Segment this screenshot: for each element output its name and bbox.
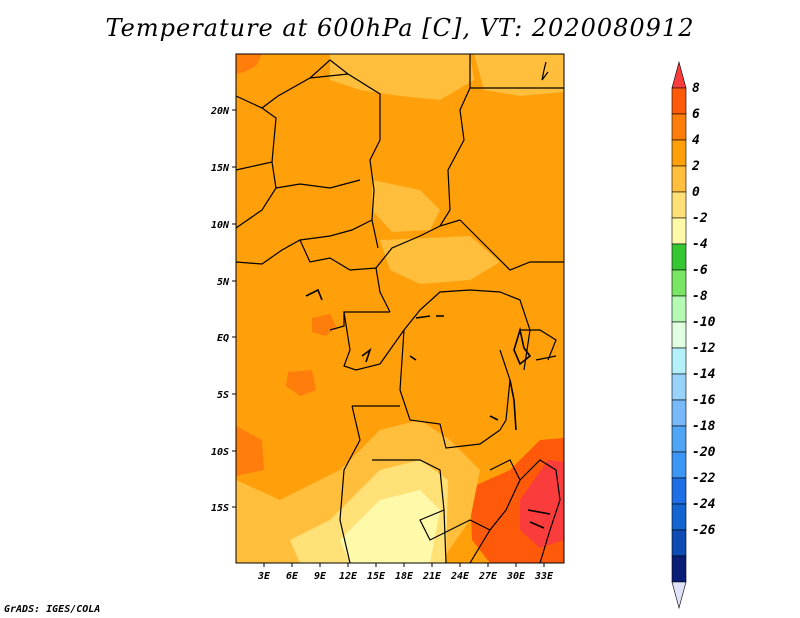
colorbar-label: -2 <box>692 211 708 226</box>
colorbar-segments <box>671 60 687 610</box>
colorbar-label: 4 <box>692 133 700 148</box>
lat-label: 10N <box>211 220 230 231</box>
colorbar-segment <box>671 373 687 401</box>
coolest-region-south <box>340 490 440 563</box>
footer-credit: GrADS: IGES/COLA <box>4 604 101 615</box>
chart-title: Temperature at 600hPa [C], VT: 202008091… <box>105 14 695 42</box>
colorbar-segment <box>671 87 687 115</box>
lon-label: 30E <box>506 571 526 582</box>
colorbar-segment <box>671 581 687 610</box>
colorbar-segment <box>671 295 687 323</box>
lon-label: 12E <box>339 571 358 582</box>
cool-region-north-east <box>474 54 564 96</box>
colorbar-segment <box>671 139 687 167</box>
warm-region-equator <box>312 314 336 336</box>
colorbar-segment <box>671 243 687 271</box>
colorbar-segment <box>671 60 687 89</box>
colorbar-label: -12 <box>692 341 716 356</box>
colorbar-label: -26 <box>692 523 716 538</box>
colorbar-segment <box>671 399 687 427</box>
colorbar-label: -10 <box>692 315 716 330</box>
warm-region-10s <box>236 426 264 476</box>
lon-axis: 3E 6E 9E 12E 15E 18E 21E 24E 27E 30E 33E <box>257 563 554 582</box>
colorbar-label: 0 <box>692 185 700 200</box>
country-borders <box>235 54 564 564</box>
colorbar-label: -8 <box>692 289 708 304</box>
colorbar-segment <box>671 451 687 479</box>
colorbar-segment <box>671 555 687 583</box>
colorbar-segment <box>671 217 687 245</box>
cool-region-central <box>372 180 440 232</box>
colorbar-label: -22 <box>692 471 716 486</box>
map-panel <box>235 53 565 564</box>
colorbar-segment <box>671 165 687 193</box>
lat-label: 15S <box>211 503 229 514</box>
warm-region-5s <box>286 370 316 396</box>
lon-label: 3E <box>257 571 271 582</box>
colorbar-label: -4 <box>692 237 708 252</box>
lat-label: 5N <box>217 277 230 288</box>
lon-label: 15E <box>367 571 386 582</box>
colorbar-segment <box>671 529 687 557</box>
colorbar-segment <box>671 269 687 297</box>
colorbar-segment <box>671 503 687 531</box>
lat-label: 10S <box>211 447 229 458</box>
lon-label: 21E <box>422 571 442 582</box>
colorbar-label: 6 <box>692 107 700 122</box>
colorbar-segment <box>671 477 687 505</box>
colorbar-segment <box>671 113 687 141</box>
lon-label: 9E <box>314 571 327 582</box>
lon-label: 18E <box>395 571 414 582</box>
lat-label: 15N <box>211 163 230 174</box>
hot-region-southeast <box>520 460 564 548</box>
cool-region-north <box>330 54 474 100</box>
colorbar-segment <box>671 425 687 453</box>
cool-region-mid <box>380 236 500 284</box>
lakes <box>305 288 551 529</box>
colorbar-label: -14 <box>692 367 716 382</box>
colorbar-segment <box>671 321 687 349</box>
warm-region-northwest <box>236 54 262 74</box>
lat-label: 5S <box>217 390 229 401</box>
lon-label: 33E <box>534 571 554 582</box>
colorbar-label: -24 <box>692 497 716 512</box>
colorbar-label: 2 <box>691 159 700 174</box>
lat-label: EQ <box>217 333 229 344</box>
colorbar-label: -18 <box>692 419 716 434</box>
colorbar-segment <box>671 347 687 375</box>
lat-axis: 20N 15N 10N 5N EQ 5S 10S 15S <box>210 106 236 514</box>
lon-label: 24E <box>450 571 470 582</box>
lon-label: 27E <box>478 571 498 582</box>
colorbar-label: -16 <box>692 393 716 408</box>
lon-label: 6E <box>286 571 299 582</box>
colorbar-label: -6 <box>692 263 708 278</box>
colorbar-segment <box>671 191 687 219</box>
lat-label: 20N <box>210 106 230 117</box>
colorbar: 8 6 4 2 0 -2 -4 -6 -8 -10 -12 -14 -16 -1… <box>671 60 716 610</box>
colorbar-label: -20 <box>692 445 716 460</box>
colorbar-label: 8 <box>692 81 700 96</box>
